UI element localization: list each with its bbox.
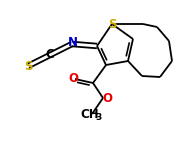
Text: N: N: [68, 37, 78, 50]
Text: CH: CH: [81, 109, 99, 122]
Text: 3: 3: [95, 114, 101, 122]
Text: C: C: [46, 48, 54, 61]
Text: O: O: [102, 92, 112, 104]
Text: S: S: [108, 18, 116, 31]
Text: S: S: [24, 61, 32, 74]
Text: O: O: [68, 72, 78, 85]
